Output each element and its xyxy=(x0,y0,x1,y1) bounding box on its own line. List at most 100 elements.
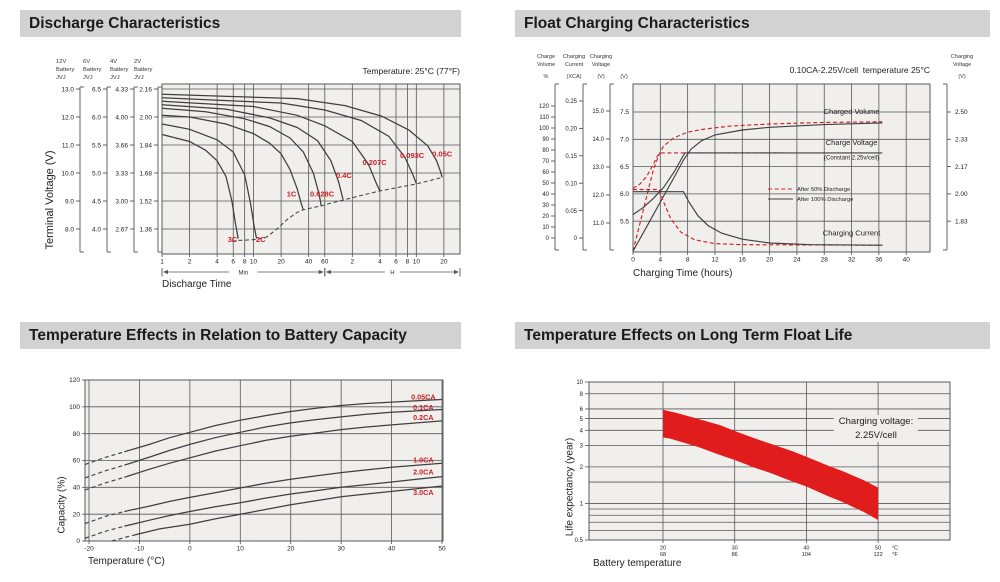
voltage-scale-header: Battery xyxy=(134,67,152,73)
discharge-rate-label-0.05C: 0.05C xyxy=(432,149,453,158)
capacity-curve-0.1CA xyxy=(124,408,443,466)
float-curve-charged-volume-after-100pct xyxy=(632,122,883,252)
floatlife-x-tick-fahrenheit: 68 xyxy=(660,552,666,558)
left-scale-header: Charging xyxy=(563,54,585,60)
legend-label: After 100% Discharge xyxy=(797,197,853,203)
float-x-tick-label: 16 xyxy=(739,257,747,264)
capacity-x-tick-label: -20 xyxy=(84,546,94,553)
capacity-x-tick-label: -10 xyxy=(135,546,145,553)
discharge-curve-1C xyxy=(161,114,304,210)
float-x-tick-label: 28 xyxy=(821,257,829,264)
right-scale-header: Voltage xyxy=(953,62,971,68)
capacity-x-tick-label: 50 xyxy=(438,546,446,553)
legend-label: After 50% Discharge xyxy=(797,187,850,193)
capacity-rate-label-1.0CA: 1.0CA xyxy=(413,455,433,464)
capacity-y-tick-label: 80 xyxy=(73,431,81,438)
float-curve-label: (Constant 2.25v/cell) xyxy=(824,156,879,162)
left-scale-tick-label: 90 xyxy=(542,137,549,143)
left-scale-tick-label: 40 xyxy=(542,192,549,198)
float-plot-area xyxy=(633,84,930,252)
left-scale-unit: (XCA) xyxy=(567,74,582,80)
discharge-temperature-annotation: Temperature: 25°C (77°F) xyxy=(362,66,460,76)
floatlife-y-tick-label: 0.5 xyxy=(575,538,584,544)
charging-voltage-annotation-line1: Charging voltage: xyxy=(838,416,914,427)
voltage-scale-header: Battery xyxy=(56,67,74,73)
section-title-temperature-float-life: Temperature Effects on Long Term Float L… xyxy=(515,322,990,349)
section-title-temperature-capacity: Temperature Effects in Relation to Batte… xyxy=(20,322,461,349)
capacity-curve-0.05CA xyxy=(124,398,443,453)
floatlife-x-tick-celsius: 50 xyxy=(875,546,881,552)
arrow-left-icon xyxy=(163,269,168,275)
discharge-plot-border xyxy=(161,83,461,255)
charging-voltage-annotation: Charging voltage: 2.25V/cell xyxy=(833,415,919,442)
discharge-x-tick-label: 6 xyxy=(394,259,398,266)
floatlife-x-unit-celsius: °C xyxy=(892,546,898,552)
voltage-scale-tick-label: 2.00 xyxy=(139,114,152,121)
float-x-tick-label: 12 xyxy=(711,257,719,264)
capacity-rate-label-0.1CA: 0.1CA xyxy=(413,403,433,412)
voltage-scale-tick-label: 6.0 xyxy=(92,114,101,121)
left-scale-tick-label: 30 xyxy=(542,203,549,209)
voltage-scale-tick-label: 2.16 xyxy=(139,86,152,93)
left-scale-tick-label: 60 xyxy=(542,170,549,176)
float-curve-label: Charge Voltage xyxy=(826,138,878,147)
discharge-x-tick-label: 10 xyxy=(413,259,421,266)
floatlife-x-tick-celsius: 30 xyxy=(732,546,738,552)
discharge-x-tick-label: 6 xyxy=(231,259,235,266)
plot-axis-tick-label: 5.5 xyxy=(620,218,629,225)
capacity-rate-label-3.0CA: 3.0CA xyxy=(413,488,433,497)
float-curve-label: Charging Current xyxy=(823,228,881,237)
discharge-curve-0.628C xyxy=(161,107,322,207)
right-scale-tick-label: 2.50 xyxy=(955,109,968,116)
float-x-tick-label: 40 xyxy=(903,257,911,264)
discharge-x-tick-label: 2 xyxy=(188,259,192,266)
left-scale-tick-label: 0.20 xyxy=(565,127,577,133)
capacity-curve-0.2CA xyxy=(124,420,443,478)
voltage-scale-tick-label: 4.5 xyxy=(92,198,101,205)
voltage-scale-header: 2V xyxy=(134,59,141,65)
discharge-curve-2C xyxy=(161,123,258,239)
plot-axis-unit: (V) xyxy=(620,74,628,80)
floatlife-y-tick-label: 6 xyxy=(580,407,584,413)
float-charging-x-axis-title: Charging Time (hours) xyxy=(633,268,733,279)
floatlife-x-tick-fahrenheit: 122 xyxy=(874,552,883,558)
left-scale-tick-label: 100 xyxy=(539,126,550,132)
right-scale-tick-label: 2.17 xyxy=(955,164,968,171)
floatlife-y-tick-label: 4 xyxy=(580,429,584,435)
left-scale-header: Volume xyxy=(537,62,555,68)
discharge-x-tick-label: 8 xyxy=(406,259,410,266)
float-x-tick-label: 20 xyxy=(766,257,774,264)
floatlife-x-unit-fahrenheit: °F xyxy=(892,552,898,558)
float-curve-charge-voltage-after-50pct xyxy=(632,152,784,189)
capacity-x-tick-label: 30 xyxy=(338,546,346,553)
float-charging-condition-annotation: 0.10CA-2.25V/cell temperature 25°C xyxy=(789,65,930,75)
voltage-scale-tick-label: 5.0 xyxy=(92,170,101,177)
left-scale-header: Current xyxy=(565,62,584,68)
voltage-scale-tick-label: 1.36 xyxy=(139,226,152,233)
discharge-x-tick-label: 8 xyxy=(243,259,247,266)
right-scale-tick-label: 2.00 xyxy=(955,191,968,198)
capacity-y-tick-label: 40 xyxy=(73,485,81,492)
left-scale-tick-label: 0.15 xyxy=(565,154,577,160)
floatlife-x-tick-celsius: 20 xyxy=(660,546,666,552)
left-scale-tick-label: 50 xyxy=(542,181,549,187)
floatlife-y-tick-label: 3 xyxy=(580,444,584,450)
voltage-scale-tick-label: 1.84 xyxy=(139,142,152,149)
voltage-scale-tick-label: 2.67 xyxy=(115,226,128,233)
capacity-x-tick-label: 20 xyxy=(287,546,295,553)
cutoff-voltage-dashed-line xyxy=(231,176,443,242)
arrow-right-icon xyxy=(318,269,324,275)
voltage-scale-tick-label: 3.00 xyxy=(115,198,128,205)
discharge-curve-0.05C xyxy=(161,93,443,178)
right-scale-tick-label: 1.83 xyxy=(955,218,968,225)
discharge-y-axis-title: Terminal Voltage (V) xyxy=(44,150,56,250)
discharge-rate-label-3C: 3C xyxy=(228,235,238,244)
capacity-curve-1.0CA xyxy=(124,462,443,513)
float-life-y-axis-title: Life expectancy (year) xyxy=(564,437,576,537)
discharge-curve-0.207C xyxy=(161,100,381,192)
voltage-scale-tick-label: 1.52 xyxy=(139,198,152,205)
section-title-float-charging-characteristics: Float Charging Characteristics xyxy=(515,10,990,37)
voltage-scale-header: 6V xyxy=(83,59,90,65)
discharge-curve-0.4C xyxy=(161,104,344,200)
